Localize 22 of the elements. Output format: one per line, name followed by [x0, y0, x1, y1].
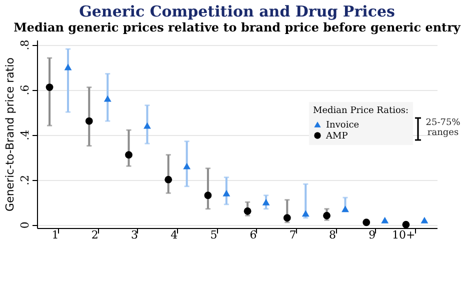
legend-title: Median Price Ratios: — [313, 106, 409, 116]
x-tick-label: 6 — [250, 228, 257, 242]
x-tick-label: 5 — [210, 228, 218, 242]
annotation: 25-75% ranges — [424, 118, 462, 138]
chart-title: Generic Competition and Drug Prices — [79, 2, 395, 20]
legend-label: Invoice — [326, 120, 360, 130]
y-tick-label: .4 — [18, 130, 32, 140]
x-tick-label: 10+ — [392, 228, 416, 242]
x-tick-label: 3 — [130, 228, 138, 242]
y-tick-label: .2 — [18, 174, 32, 186]
y-tick-label: .6 — [18, 84, 32, 96]
x-tick-label: 4 — [170, 228, 178, 242]
x-tick-label: 7 — [289, 228, 296, 242]
x-tick-label: 8 — [329, 228, 336, 242]
chart-subtitle: Median generic prices relative to brand price before generic entry — [14, 20, 462, 34]
y-tick-label: 0 — [18, 222, 32, 229]
x-tick-label: 2 — [91, 228, 98, 242]
legend-label: AMP — [325, 132, 348, 142]
y-tick-label: .8 — [18, 40, 32, 50]
y-axis-title: Generic-to-Brand price ratio — [4, 57, 16, 212]
x-tick-label: 1 — [52, 228, 59, 242]
x-tick-label: 9 — [368, 228, 376, 242]
